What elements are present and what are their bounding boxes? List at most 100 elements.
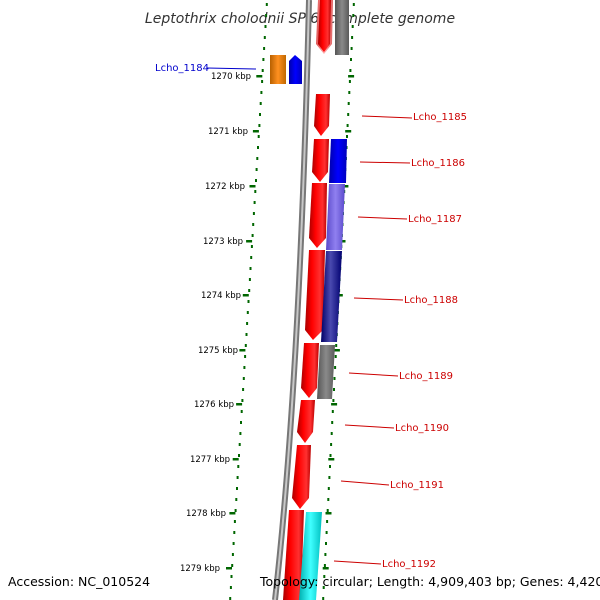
guide-dot [242, 388, 245, 391]
gene-block-cyan[interactable] [299, 512, 322, 600]
gene-arrow[interactable] [309, 183, 327, 248]
guide-dot [236, 476, 239, 479]
guide-dot [242, 377, 245, 380]
guide-dot [235, 498, 238, 501]
gene-arrow[interactable] [297, 400, 315, 443]
guide-dot [253, 201, 256, 204]
guide-dot [326, 509, 329, 512]
guide-dot [323, 575, 326, 578]
gene-block-orange[interactable] [270, 55, 286, 84]
gene-arrow[interactable] [283, 510, 304, 600]
guide-dot [333, 388, 335, 391]
guide-dot [251, 234, 254, 237]
gene-label-lcho-1187[interactable]: Lcho_1187 [408, 214, 462, 225]
guide-dot [265, 14, 268, 17]
guide-dot [252, 212, 255, 215]
guide-dot [260, 91, 263, 94]
guide-dot [328, 476, 331, 479]
gene-label-lcho-1191[interactable]: Lcho_1191 [390, 480, 444, 491]
guide-dot [261, 80, 264, 83]
gene-label-lcho-1186[interactable]: Lcho_1186 [411, 158, 465, 169]
guide-dot [323, 564, 326, 567]
guide-dot [352, 3, 355, 6]
gene-arrow[interactable] [292, 445, 311, 509]
gene-label-lcho-1192[interactable]: Lcho_1192 [382, 559, 436, 570]
gene-label-lcho-1188[interactable]: Lcho_1188 [404, 295, 458, 306]
major-tick [342, 185, 349, 188]
gene-block-navy[interactable] [321, 251, 342, 342]
guide-dot [240, 410, 243, 413]
guide-dot [348, 80, 351, 83]
major-tick [226, 567, 232, 570]
guide-dot [330, 432, 333, 435]
guide-dot [234, 509, 237, 512]
gene-arrow[interactable] [314, 94, 330, 136]
guide-dot [254, 190, 257, 193]
guide-dot [250, 256, 253, 259]
guide-dot [230, 575, 233, 578]
gene-labels: Lcho_1184 Lcho_1185 Lcho_1186 Lcho_1187 … [155, 63, 467, 570]
guide-dot [347, 113, 350, 116]
major-tick [333, 349, 340, 352]
major-tick [229, 512, 236, 515]
major-tick [256, 75, 263, 78]
guide-dot [231, 553, 234, 556]
guide-dot [243, 366, 246, 369]
tick-label: 1277 kbp [190, 455, 230, 465]
tick-label: 1279 kbp [180, 564, 220, 574]
backbone-inner [274, 0, 310, 600]
major-tick [232, 458, 239, 461]
gene-block-blue[interactable] [329, 139, 347, 183]
guide-dot [352, 14, 355, 17]
guide-dot [255, 179, 257, 182]
guide-dot [236, 487, 238, 490]
genome-title: Leptothrix cholodnii SP-6, complete geno… [145, 11, 455, 27]
major-tick [246, 240, 253, 243]
tick-label: 1271 kbp [208, 127, 248, 137]
guide-dot [324, 553, 327, 556]
tick-label: 1275 kbp [198, 346, 238, 356]
major-tick [239, 349, 246, 352]
major-tick [249, 185, 256, 188]
gene-label-lcho-1190[interactable]: Lcho_1190 [395, 423, 449, 434]
guide-dot [250, 245, 253, 248]
gene-arrow-blue[interactable] [289, 55, 302, 84]
major-tick [345, 130, 352, 133]
guide-dot [238, 443, 241, 446]
guide-dot [256, 157, 259, 160]
guide-dot [264, 25, 267, 28]
gene-label-lcho-1189[interactable]: Lcho_1189 [399, 371, 453, 382]
guide-dot [334, 355, 337, 358]
gene-arrow[interactable] [305, 250, 325, 340]
gene-arrow[interactable] [312, 139, 329, 182]
guide-dot [322, 597, 325, 600]
gene-block-gray[interactable] [335, 0, 349, 55]
guide-dot [350, 58, 352, 61]
guide-dot [261, 69, 264, 72]
major-tick [328, 458, 335, 461]
gene-block-gray[interactable] [317, 345, 335, 399]
label-leader-lines [206, 67, 413, 565]
guide-dot [257, 146, 259, 149]
major-tick [339, 240, 346, 243]
guide-dot [346, 135, 348, 138]
gene-block-lavender[interactable] [326, 184, 345, 250]
tick-label: 1276 kbp [194, 400, 234, 410]
guide-dot [351, 36, 354, 39]
major-tick [236, 403, 243, 406]
guide-dot [347, 102, 350, 105]
guide-dot [239, 432, 242, 435]
guide-dot [335, 344, 338, 347]
gene-label-lcho-1185[interactable]: Lcho_1185 [413, 112, 467, 123]
major-tick [336, 294, 343, 297]
major-tick [348, 75, 355, 78]
gene-arrow[interactable] [318, 0, 331, 52]
guide-dot [241, 399, 244, 402]
gene-label-lcho-1184[interactable]: Lcho_1184 [155, 63, 209, 74]
guide-dot [350, 47, 353, 50]
gene-arrow[interactable] [301, 343, 319, 398]
guide-dot [229, 586, 232, 589]
guide-dot [332, 399, 335, 402]
guide-dot [351, 25, 354, 28]
